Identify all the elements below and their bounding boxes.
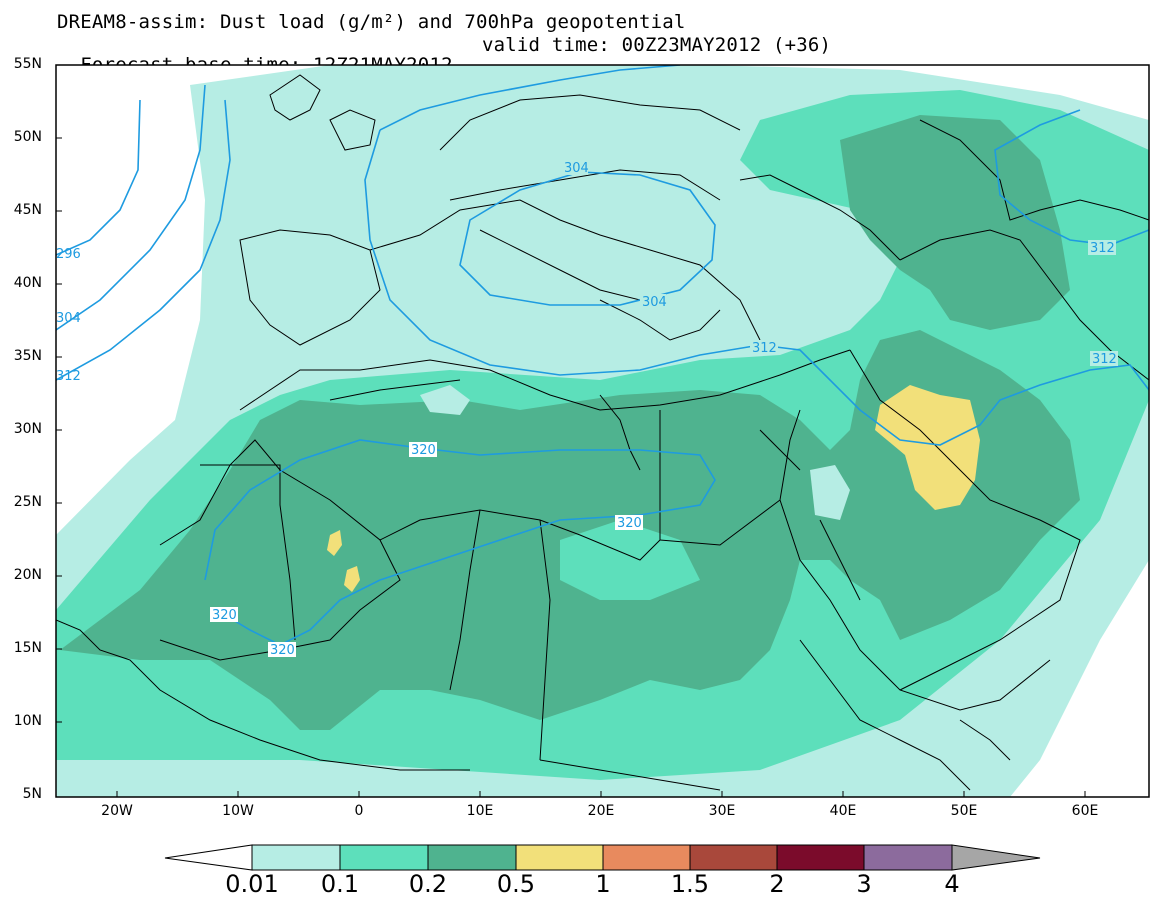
lon-label: 20W bbox=[101, 803, 133, 819]
colorbar-label: 2 bbox=[769, 870, 785, 898]
lon-label: 10W bbox=[222, 803, 254, 819]
contour-label: 312 bbox=[1092, 352, 1117, 367]
map-frame bbox=[55, 64, 1150, 798]
dust-region-dark bbox=[60, 330, 1080, 730]
contour-label: 320 bbox=[270, 643, 295, 658]
contour-label: 304 bbox=[642, 295, 667, 310]
lat-label: 15N bbox=[13, 640, 42, 656]
contour-label: 312 bbox=[1090, 241, 1115, 256]
colorbar-cell bbox=[427, 844, 517, 871]
lat-label: 5N bbox=[22, 786, 42, 802]
country-borders bbox=[56, 74, 1149, 791]
lon-label: 30E bbox=[708, 803, 736, 819]
dust-hole-3 bbox=[810, 465, 850, 520]
lat-label: 35N bbox=[13, 348, 42, 364]
axis-ticks bbox=[56, 64, 1086, 797]
contour-label: 304 bbox=[56, 311, 81, 326]
dust-hole-2 bbox=[420, 385, 470, 415]
colorbar-label: 0.1 bbox=[320, 870, 360, 898]
contour-label: 312 bbox=[752, 341, 777, 356]
colorbar-label: 1 bbox=[595, 870, 611, 898]
dust-spot-2 bbox=[344, 566, 360, 592]
lon-label: 10E bbox=[466, 803, 494, 819]
contour-label-group: 304 304 296 304 312 312 312 312 320 320 … bbox=[56, 160, 1118, 658]
colorbar-label: 0.01 bbox=[225, 870, 279, 898]
lat-label: 45N bbox=[13, 202, 42, 218]
lat-label: 30N bbox=[13, 421, 42, 437]
lon-label: 0 bbox=[354, 803, 364, 819]
lat-label: 25N bbox=[13, 494, 42, 510]
colorbar-label: 0.5 bbox=[496, 870, 536, 898]
valid-time: valid time: 00Z23MAY2012 (+36) bbox=[482, 34, 832, 56]
colorbar-low-arrow bbox=[164, 844, 253, 871]
colorbar-cell bbox=[689, 844, 778, 871]
contour-label: 320 bbox=[212, 608, 237, 623]
dust-spot-1 bbox=[327, 530, 342, 556]
colorbar-cell bbox=[339, 844, 429, 871]
contour-label: 296 bbox=[56, 247, 81, 262]
contour-label: 312 bbox=[56, 369, 81, 384]
colorbar-cell bbox=[515, 844, 604, 871]
contour-label: 320 bbox=[617, 516, 642, 531]
lon-label: 40E bbox=[829, 803, 857, 819]
contour-label: 304 bbox=[564, 161, 589, 176]
colorbar bbox=[164, 844, 1041, 871]
colorbar-cell bbox=[776, 844, 865, 871]
lat-label: 40N bbox=[13, 275, 42, 291]
lat-label: 50N bbox=[13, 129, 42, 145]
lon-label: 20E bbox=[587, 803, 615, 819]
map-title: DREAM8-assim: Dust load (g/m²) and 700hP… bbox=[57, 11, 686, 33]
colorbar-cell bbox=[602, 844, 691, 871]
lat-label: 20N bbox=[13, 567, 42, 583]
dust-region-dark-north bbox=[840, 115, 1070, 330]
colorbar-label: 3 bbox=[856, 870, 872, 898]
colorbar-cell bbox=[863, 844, 953, 871]
contour-label: 320 bbox=[411, 443, 436, 458]
colorbar-label: 1.5 bbox=[670, 870, 710, 898]
lat-label: 55N bbox=[13, 56, 42, 72]
colorbar-cell bbox=[251, 844, 341, 871]
colorbar-high-arrow bbox=[951, 844, 1041, 871]
lon-label: 50E bbox=[950, 803, 978, 819]
colorbar-label: 0.2 bbox=[408, 870, 448, 898]
lat-label: 10N bbox=[13, 713, 42, 729]
colorbar-label: 4 bbox=[944, 870, 960, 898]
lon-label: 60E bbox=[1071, 803, 1099, 819]
